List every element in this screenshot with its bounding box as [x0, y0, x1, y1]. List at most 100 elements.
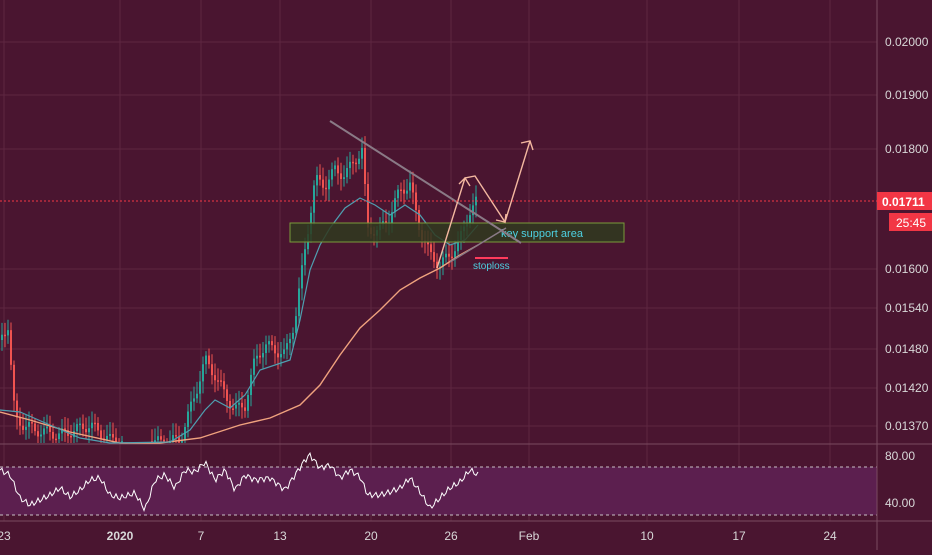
candle-body — [433, 252, 435, 262]
candle-body — [16, 400, 18, 418]
moving-average-long — [0, 244, 479, 444]
candle-body — [469, 215, 471, 224]
candle-body — [253, 358, 255, 375]
candle-body — [430, 244, 432, 253]
candle-body — [160, 436, 162, 440]
candle-body — [331, 169, 333, 180]
candle-body — [262, 353, 264, 358]
stoploss-label: stoploss — [473, 261, 510, 272]
support-trendline[interactable] — [449, 227, 507, 263]
candle-body — [238, 402, 240, 405]
candle-body — [412, 182, 414, 193]
candle-body — [283, 349, 285, 355]
candle-body — [46, 426, 48, 429]
candle-body — [202, 364, 204, 382]
key-support-zone[interactable] — [289, 222, 625, 243]
candle-body — [157, 436, 159, 441]
candle-body — [91, 422, 93, 429]
candle-body — [34, 423, 36, 432]
candle-body — [298, 288, 300, 317]
candle-body — [274, 345, 276, 354]
candle-body — [385, 221, 387, 224]
candle-body — [445, 253, 447, 258]
candle-body — [82, 423, 84, 429]
candle-body — [352, 161, 354, 164]
time-tick-label: Feb — [519, 529, 540, 543]
price-tick-label: 0.02000 — [885, 35, 929, 49]
candle-body — [337, 165, 339, 174]
current-price-tag — [877, 192, 932, 210]
candle-body — [43, 428, 45, 435]
rsi-axis: 80.00 40.00 — [885, 449, 915, 510]
arrowhead-icon — [458, 176, 471, 187]
candle-body — [205, 355, 207, 365]
candle-body — [175, 435, 177, 437]
price-tick-label: 0.01420 — [885, 381, 929, 395]
candle-body — [346, 168, 348, 178]
candle-body — [31, 422, 33, 424]
candle-body — [85, 428, 87, 433]
candle-body — [226, 389, 228, 401]
candle-body — [271, 341, 273, 346]
candle-body — [268, 341, 270, 345]
candle-body — [448, 253, 450, 257]
time-tick-label: 20 — [364, 529, 378, 543]
resistance-trendline[interactable] — [329, 120, 522, 244]
candle-body — [355, 162, 357, 165]
candle-body — [187, 411, 189, 428]
candle-body — [334, 165, 336, 170]
candle-body — [358, 158, 360, 164]
candle-body — [223, 381, 225, 390]
candle-body — [154, 440, 156, 443]
time-tick-label: 13 — [273, 529, 287, 543]
candle-body — [295, 316, 297, 333]
candle-body — [58, 433, 60, 440]
candle-body — [112, 434, 114, 438]
candle-body — [391, 212, 393, 223]
candle-body — [406, 190, 408, 194]
candle-body — [304, 249, 306, 266]
candle-body — [361, 147, 363, 159]
candle-body — [277, 353, 279, 358]
candle-body — [256, 355, 258, 359]
candle-body — [10, 330, 12, 365]
candle-body — [316, 175, 318, 186]
time-tick-label: 23 — [0, 529, 11, 543]
candle-body — [94, 422, 96, 425]
rsi-tick-label: 80.00 — [885, 449, 915, 463]
countdown-tag — [889, 213, 932, 231]
candle-body — [217, 380, 219, 382]
candle-body — [19, 417, 21, 426]
candle-body — [247, 395, 249, 411]
candle-body — [259, 355, 261, 358]
candle-body — [64, 428, 66, 431]
candle-body — [100, 430, 102, 439]
candle-body — [106, 435, 108, 441]
candle-body — [232, 408, 234, 410]
candle-body — [49, 426, 51, 432]
candle-body — [70, 435, 72, 438]
candle-body — [73, 431, 75, 438]
candle-body — [343, 177, 345, 179]
candle-body — [109, 434, 111, 436]
candle-body — [37, 431, 39, 437]
candle-body — [55, 438, 57, 441]
candle-body — [61, 428, 63, 434]
rsi-line — [0, 451, 479, 512]
rsi-tick-label: 40.00 — [885, 496, 915, 510]
candle-body — [40, 434, 42, 437]
countdown-value: 25:45 — [896, 216, 926, 230]
time-tick-label: 7 — [198, 529, 205, 543]
candle-body — [397, 189, 399, 199]
candle-body — [220, 380, 222, 382]
candle-body — [436, 261, 438, 268]
projection-arrow[interactable] — [436, 140, 531, 269]
key-support-label: key support area — [501, 228, 584, 240]
candle-body — [367, 184, 369, 228]
price-tick-label: 0.01900 — [885, 88, 929, 102]
candle-body — [211, 364, 213, 376]
candle-body — [229, 400, 231, 409]
